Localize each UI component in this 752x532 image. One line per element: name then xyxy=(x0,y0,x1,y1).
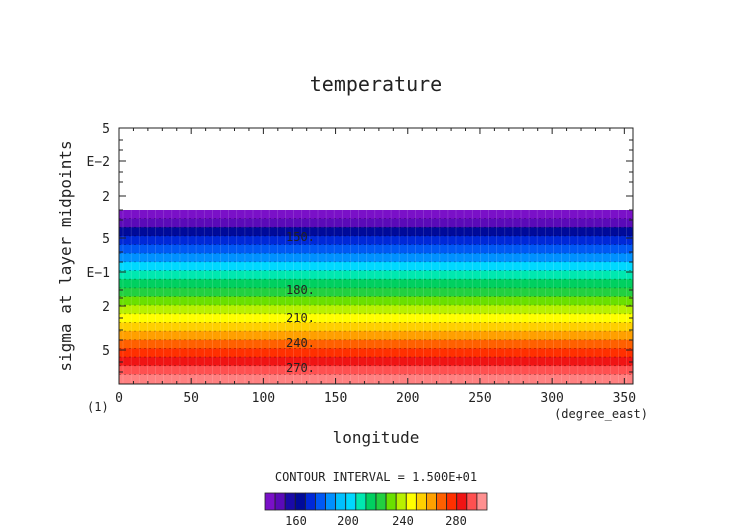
color-band xyxy=(119,348,633,358)
color-band xyxy=(119,322,633,332)
x-tick-label: 50 xyxy=(183,391,199,406)
colorbar-swatch xyxy=(325,492,337,511)
x-tick-label: 250 xyxy=(468,391,491,406)
y-axis-ticks: 5 E−2 2 5 E−1 2 5 xyxy=(87,122,633,373)
colorbar-tick-label: 240 xyxy=(392,514,414,528)
color-band xyxy=(119,287,633,298)
color-band xyxy=(119,305,633,315)
colorbar-swatch xyxy=(284,492,296,511)
color-band xyxy=(119,313,633,324)
x-units-label: (degree_east) xyxy=(554,407,648,421)
y-axis-label: sigma at layer midpoints xyxy=(56,140,75,371)
contour-label: 210. xyxy=(286,311,315,325)
colorbar-swatch xyxy=(294,492,306,511)
colorbar-swatch xyxy=(436,492,448,511)
colorbar-swatch xyxy=(466,492,478,511)
colorbar-swatch xyxy=(264,492,276,511)
colorbar-swatch xyxy=(335,492,347,511)
color-band xyxy=(119,253,633,263)
colorbar-swatch xyxy=(456,492,468,511)
colorbar-swatch xyxy=(446,492,458,511)
grid-lines xyxy=(122,210,627,383)
y-tick-label: 2 xyxy=(102,190,110,205)
y-tick-label: 5 xyxy=(102,232,110,247)
colorbar-swatch xyxy=(315,492,326,511)
y-tick-label: 5 xyxy=(102,344,110,359)
contour-label: 180. xyxy=(286,283,315,297)
color-band xyxy=(119,374,633,384)
x-axis-label: longitude xyxy=(333,428,420,447)
colorbar-swatch xyxy=(365,492,377,511)
color-band xyxy=(119,235,633,246)
colorbar-swatch xyxy=(476,492,488,511)
chart-title: temperature xyxy=(310,72,442,96)
x-tick-label: 350 xyxy=(613,391,636,406)
colorbar xyxy=(264,492,488,511)
contour-interval-text: CONTOUR INTERVAL = 1.500E+01 xyxy=(275,470,477,484)
color-band xyxy=(119,365,633,375)
contour-label: 150. xyxy=(286,230,315,244)
color-band xyxy=(119,331,633,341)
color-band xyxy=(119,296,633,306)
x-tick-label: 300 xyxy=(540,391,563,406)
color-band xyxy=(119,244,633,254)
y-tick-label: 2 xyxy=(102,300,110,315)
plot-frame xyxy=(118,127,634,385)
colorbar-tick-label: 280 xyxy=(445,514,467,528)
x-tick-label: 0 xyxy=(115,391,123,406)
contour-labels: 150. 180. 210. 240. 270. xyxy=(286,230,315,375)
colorbar-swatch xyxy=(355,492,367,511)
colorbar-swatch xyxy=(274,492,286,511)
color-band xyxy=(119,357,633,367)
contour-label: 240. xyxy=(286,336,315,350)
colorbar-swatch xyxy=(405,492,417,511)
colorbar-swatch xyxy=(426,492,437,511)
contour-label: 270. xyxy=(286,361,315,375)
x-axis-ticks: 0 50 100 150 200 250 300 350 xyxy=(115,128,636,406)
plot-area: 150. 180. 210. 240. 270. 0 50 100 150 200 250 300 3… xyxy=(87,122,637,406)
color-band xyxy=(119,210,633,220)
color-band xyxy=(119,227,633,237)
y-tick-label: E−1 xyxy=(87,266,110,281)
colorbar-tick-labels: 160 200 240 280 xyxy=(285,514,467,528)
x-tick-label: 100 xyxy=(252,391,275,406)
colorbar-tick-label: 200 xyxy=(337,514,359,528)
colorbar-swatch xyxy=(345,492,357,511)
colorbar-swatch xyxy=(304,492,316,511)
y-tick-label: E−2 xyxy=(87,155,110,170)
y-origin-label: (1) xyxy=(87,400,109,414)
colorbar-swatch xyxy=(375,492,387,511)
color-band xyxy=(119,218,633,228)
color-band xyxy=(119,279,633,289)
color-band xyxy=(119,339,633,349)
color-bands xyxy=(119,210,633,384)
color-band xyxy=(119,270,633,280)
x-tick-label: 150 xyxy=(324,391,347,406)
colorbar-swatch xyxy=(385,492,397,511)
colorbar-swatch xyxy=(415,492,427,511)
colorbar-swatch xyxy=(395,492,407,511)
colorbar-tick-label: 160 xyxy=(285,514,307,528)
color-band xyxy=(119,261,633,272)
x-tick-label: 200 xyxy=(396,391,419,406)
y-tick-label: 5 xyxy=(102,122,110,137)
